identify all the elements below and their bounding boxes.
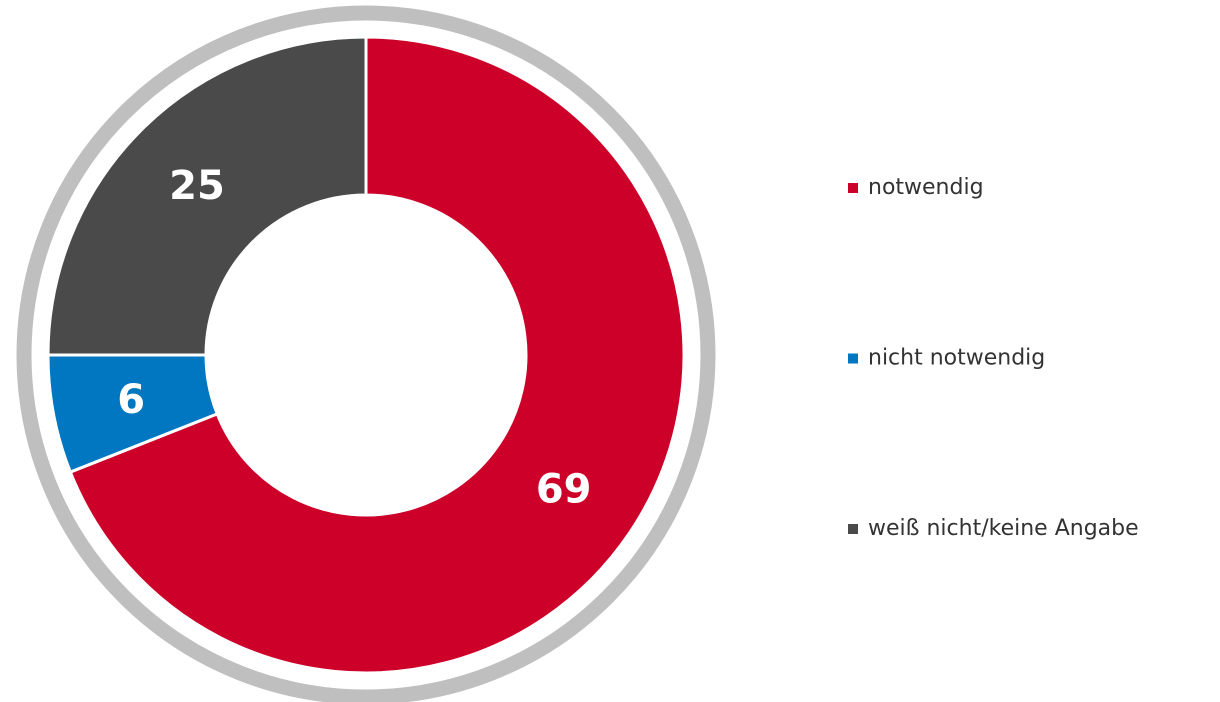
data-label: 6 [117,377,145,423]
data-label: 25 [169,163,225,209]
legend-marker [848,524,858,534]
outer-ring [16,5,716,702]
legend-marker [848,183,858,193]
donut-segment [68,35,686,675]
legend-label: nicht notwendig [868,346,1045,371]
legend-label: notwendig [868,175,984,200]
legend-label: weiß nicht/keine Angabe [868,516,1139,541]
donut-segment [46,35,368,357]
data-label: 69 [536,466,592,512]
legend-marker [848,353,858,364]
